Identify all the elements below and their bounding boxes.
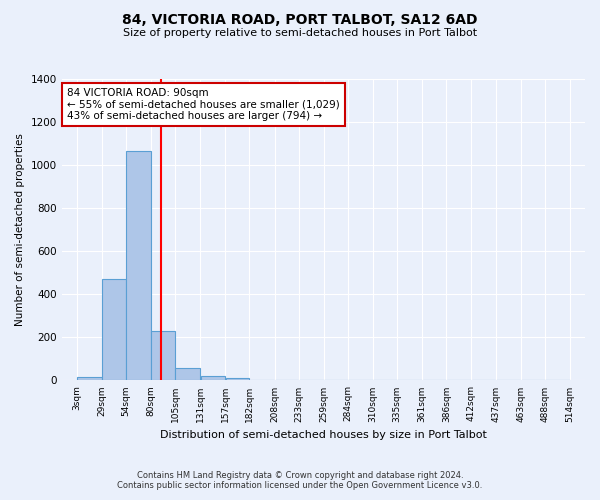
Bar	[77, 377, 101, 380]
Bar	[126, 151, 151, 380]
Text: 84 VICTORIA ROAD: 90sqm
← 55% of semi-detached houses are smaller (1,029)
43% of: 84 VICTORIA ROAD: 90sqm ← 55% of semi-de…	[67, 88, 340, 121]
Bar	[226, 378, 249, 380]
Bar	[175, 368, 200, 380]
Text: 84, VICTORIA ROAD, PORT TALBOT, SA12 6AD: 84, VICTORIA ROAD, PORT TALBOT, SA12 6AD	[122, 12, 478, 26]
Bar	[200, 376, 225, 380]
Y-axis label: Number of semi-detached properties: Number of semi-detached properties	[15, 134, 25, 326]
Bar	[151, 331, 175, 380]
Text: Contains HM Land Registry data © Crown copyright and database right 2024.
Contai: Contains HM Land Registry data © Crown c…	[118, 470, 482, 490]
Text: Size of property relative to semi-detached houses in Port Talbot: Size of property relative to semi-detach…	[123, 28, 477, 38]
X-axis label: Distribution of semi-detached houses by size in Port Talbot: Distribution of semi-detached houses by …	[160, 430, 487, 440]
Bar	[102, 279, 126, 380]
